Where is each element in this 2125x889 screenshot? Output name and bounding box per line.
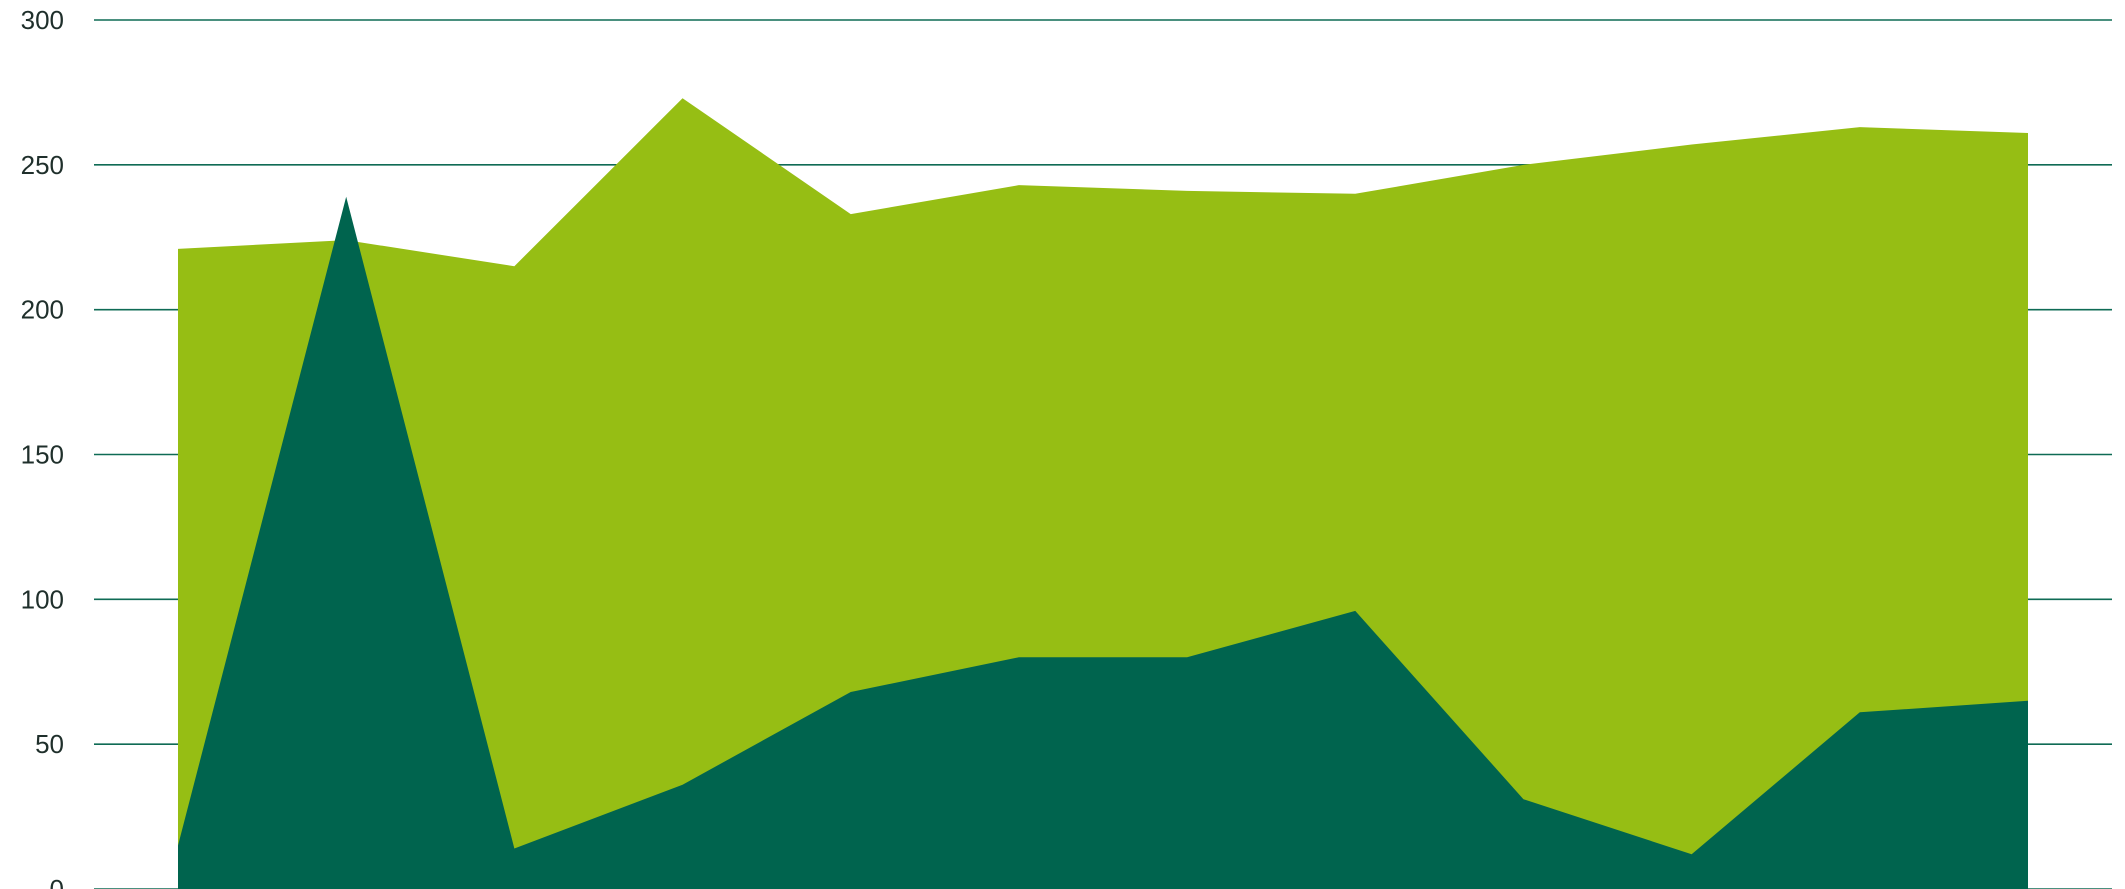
series-area-2 [178, 196, 2028, 889]
y-tick-label-300: 300 [21, 5, 64, 35]
y-tick-label-50: 50 [35, 729, 64, 759]
y-tick-label-200: 200 [21, 295, 64, 325]
y-axis-tick-labels: 0 50 100 150 200 250 300 [21, 5, 64, 889]
series-areas [178, 98, 2028, 889]
y-tick-label-250: 250 [21, 150, 64, 180]
series-area-1 [178, 98, 2028, 889]
y-tick-label-100: 100 [21, 584, 64, 614]
y-tick-label-0: 0 [50, 874, 64, 889]
y-tick-label-150: 150 [21, 440, 64, 470]
